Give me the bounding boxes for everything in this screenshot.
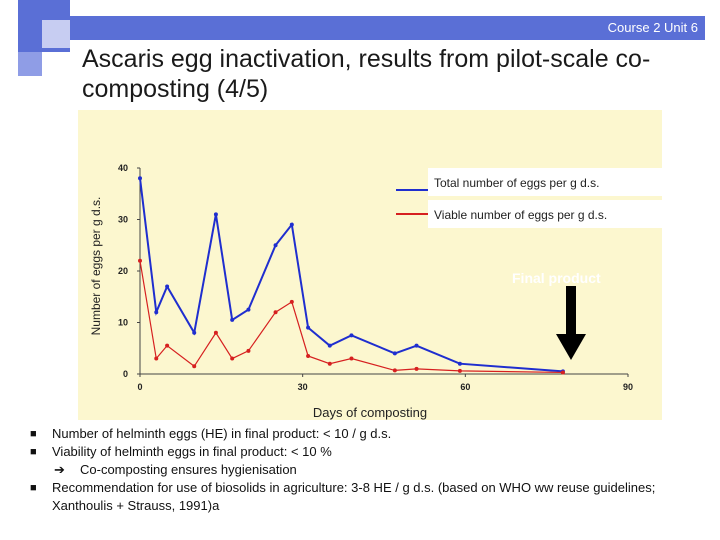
slide-title: Ascaris egg inactivation, results from p… bbox=[82, 45, 651, 103]
data-point-total bbox=[392, 351, 397, 356]
data-point-viable bbox=[289, 299, 294, 304]
x-tick-label: 60 bbox=[460, 382, 470, 392]
bullet-item: ■ Recommendation for use of biosolids in… bbox=[30, 479, 710, 515]
data-point-total bbox=[306, 325, 311, 330]
data-point-total bbox=[273, 243, 278, 248]
decor-square-small bbox=[18, 52, 42, 76]
data-point-total bbox=[289, 222, 294, 227]
x-tick-label: 30 bbox=[298, 382, 308, 392]
chart-background bbox=[78, 110, 662, 420]
data-point-viable bbox=[306, 353, 311, 358]
series-line-viable bbox=[139, 260, 563, 374]
data-point-viable bbox=[392, 368, 397, 373]
legend-label-total: Total number of eggs per g d.s. bbox=[434, 176, 600, 190]
legend-swatch-total bbox=[396, 189, 430, 191]
bullet-text: Viability of helminth eggs in final prod… bbox=[52, 444, 332, 459]
data-point-viable bbox=[560, 370, 565, 375]
header-band bbox=[70, 16, 705, 40]
bullet-item: ■ Viability of helminth eggs in final pr… bbox=[30, 443, 710, 461]
x-tick-label: 90 bbox=[623, 382, 633, 392]
data-point-viable bbox=[414, 366, 419, 371]
data-point-viable bbox=[165, 343, 170, 348]
line-chart: 0 10 20 30 40 0 30 60 90 bbox=[118, 163, 633, 392]
legend-label-viable: Viable number of eggs per g d.s. bbox=[434, 208, 608, 222]
data-point-viable bbox=[213, 330, 218, 335]
legend-total: Total number of eggs per g d.s. bbox=[428, 168, 678, 196]
data-point-viable bbox=[138, 258, 142, 263]
legend-swatch-viable bbox=[396, 213, 430, 215]
data-point-total bbox=[327, 343, 332, 348]
y-tick-label: 20 bbox=[118, 266, 128, 276]
data-point-total bbox=[154, 310, 159, 315]
series-line-total bbox=[139, 178, 564, 373]
data-point-viable bbox=[192, 364, 197, 369]
data-point-viable bbox=[246, 348, 251, 353]
bullet-list: ■ Number of helminth eggs (HE) in final … bbox=[30, 425, 710, 515]
bullet-text: Number of helminth eggs (HE) in final pr… bbox=[52, 426, 392, 441]
data-point-viable bbox=[154, 356, 159, 361]
data-point-viable bbox=[327, 361, 332, 366]
x-tick-label: 0 bbox=[137, 382, 142, 392]
chart-series bbox=[138, 176, 565, 375]
bullet-text: Recommendation for use of biosolids in a… bbox=[52, 480, 656, 513]
bullet-square-icon: ■ bbox=[30, 428, 37, 440]
data-point-total bbox=[414, 343, 419, 348]
data-point-total bbox=[192, 330, 197, 335]
arrow-right-icon: ➔ bbox=[54, 462, 65, 477]
data-point-total bbox=[213, 212, 218, 217]
chart-ticks: 0 10 20 30 40 0 30 60 90 bbox=[118, 163, 633, 392]
y-tick-label: 30 bbox=[118, 215, 128, 225]
decor-square-light bbox=[42, 20, 70, 48]
arrow-down-icon bbox=[556, 286, 586, 360]
data-point-total bbox=[165, 284, 170, 289]
sub-bullet-text: Co-composting ensures hygienisation bbox=[80, 462, 297, 477]
final-product-label: Final product bbox=[512, 270, 601, 286]
bullet-item: ■ Number of helminth eggs (HE) in final … bbox=[30, 425, 710, 443]
data-point-total bbox=[138, 176, 142, 181]
data-point-total bbox=[230, 317, 235, 322]
y-tick-label: 0 bbox=[123, 369, 128, 379]
legend-viable: Viable number of eggs per g d.s. bbox=[428, 200, 678, 228]
y-tick-label: 10 bbox=[118, 318, 128, 328]
data-point-viable bbox=[349, 356, 354, 361]
sub-bullet-item: ➔ Co-composting ensures hygienisation bbox=[30, 461, 710, 479]
data-point-total bbox=[457, 361, 462, 366]
data-point-viable bbox=[273, 310, 278, 315]
course-label: Course 2 Unit 6 bbox=[607, 20, 698, 35]
x-axis-label: Days of composting bbox=[312, 405, 428, 420]
y-axis-label: Number of eggs per g d.s. bbox=[89, 196, 103, 336]
data-point-viable bbox=[457, 368, 462, 373]
data-point-viable bbox=[230, 356, 235, 361]
y-tick-label: 40 bbox=[118, 163, 128, 173]
bullet-square-icon: ■ bbox=[30, 446, 37, 458]
data-point-total bbox=[349, 333, 354, 338]
data-point-total bbox=[246, 307, 251, 312]
bullet-square-icon: ■ bbox=[30, 482, 37, 494]
